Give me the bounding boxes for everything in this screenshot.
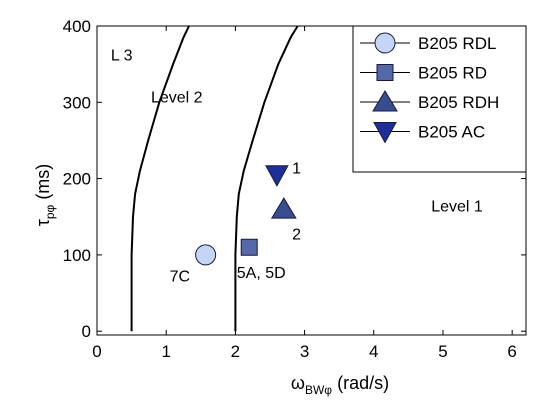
legend-label: B205 RDL <box>418 34 496 53</box>
x-tick-label: 0 <box>92 342 101 361</box>
x-tick-label: 6 <box>507 342 516 361</box>
region-annotations: L 3 Level 2 Level 1 1 2 7C 5A, 5D <box>111 47 483 285</box>
boundary-l3-l2 <box>130 25 190 332</box>
legend: B205 RDL B205 RD B205 RDH B205 AC <box>352 25 527 173</box>
annotation: 1 <box>292 160 301 177</box>
x-tick-label: 5 <box>438 342 447 361</box>
data-markers <box>195 165 297 266</box>
boundary-lines <box>130 25 299 332</box>
y-tick-label: 400 <box>63 17 91 36</box>
plot-frame <box>96 25 527 336</box>
legend-marker-b205-ac <box>373 122 397 144</box>
point-b205-rdh <box>270 197 297 219</box>
x-axis-label-main: ω <box>291 373 305 393</box>
y-axis-ticks: 0 100 200 300 400 <box>63 17 526 341</box>
y-axis-label-unit: (ms) <box>33 164 53 205</box>
y-axis-label-main: τ <box>33 219 53 226</box>
legend-label: B205 RD <box>418 64 487 83</box>
annotation: Level 1 <box>431 198 483 215</box>
x-axis-label-sub: BWφ <box>305 383 332 397</box>
legend-label: B205 RDH <box>418 93 499 112</box>
x-tick-label: 3 <box>300 342 309 361</box>
x-axis-label: ωBWφ (rad/s) <box>291 373 389 397</box>
x-tick-label: 4 <box>369 342 378 361</box>
y-tick-label: 0 <box>82 322 91 341</box>
point-b205-rd <box>240 238 258 256</box>
annotation: L 3 <box>111 47 133 64</box>
legend-marker-b205-rdl <box>374 32 396 54</box>
legend-label: B205 AC <box>418 123 485 142</box>
legend-marker-b205-rdh <box>372 90 398 112</box>
annotation: 2 <box>292 227 301 244</box>
y-tick-label: 200 <box>63 170 91 189</box>
point-b205-ac <box>265 165 289 187</box>
y-tick-label: 100 <box>63 246 91 265</box>
y-tick-label: 300 <box>63 93 91 112</box>
legend-marker-b205-rd <box>376 64 394 81</box>
y-axis-label-sub: pφ <box>43 204 57 219</box>
point-b205-rdl <box>195 244 217 266</box>
x-tick-label: 2 <box>231 342 240 361</box>
boundary-l2-l1 <box>234 25 299 332</box>
annotation: 7C <box>170 269 190 286</box>
annotation: 5A, 5D <box>237 265 286 282</box>
y-axis-label: τpφ (ms) <box>33 164 57 227</box>
annotation: Level 2 <box>151 89 203 106</box>
x-axis-label-unit: (rad/s) <box>332 373 389 393</box>
x-tick-label: 1 <box>161 342 170 361</box>
